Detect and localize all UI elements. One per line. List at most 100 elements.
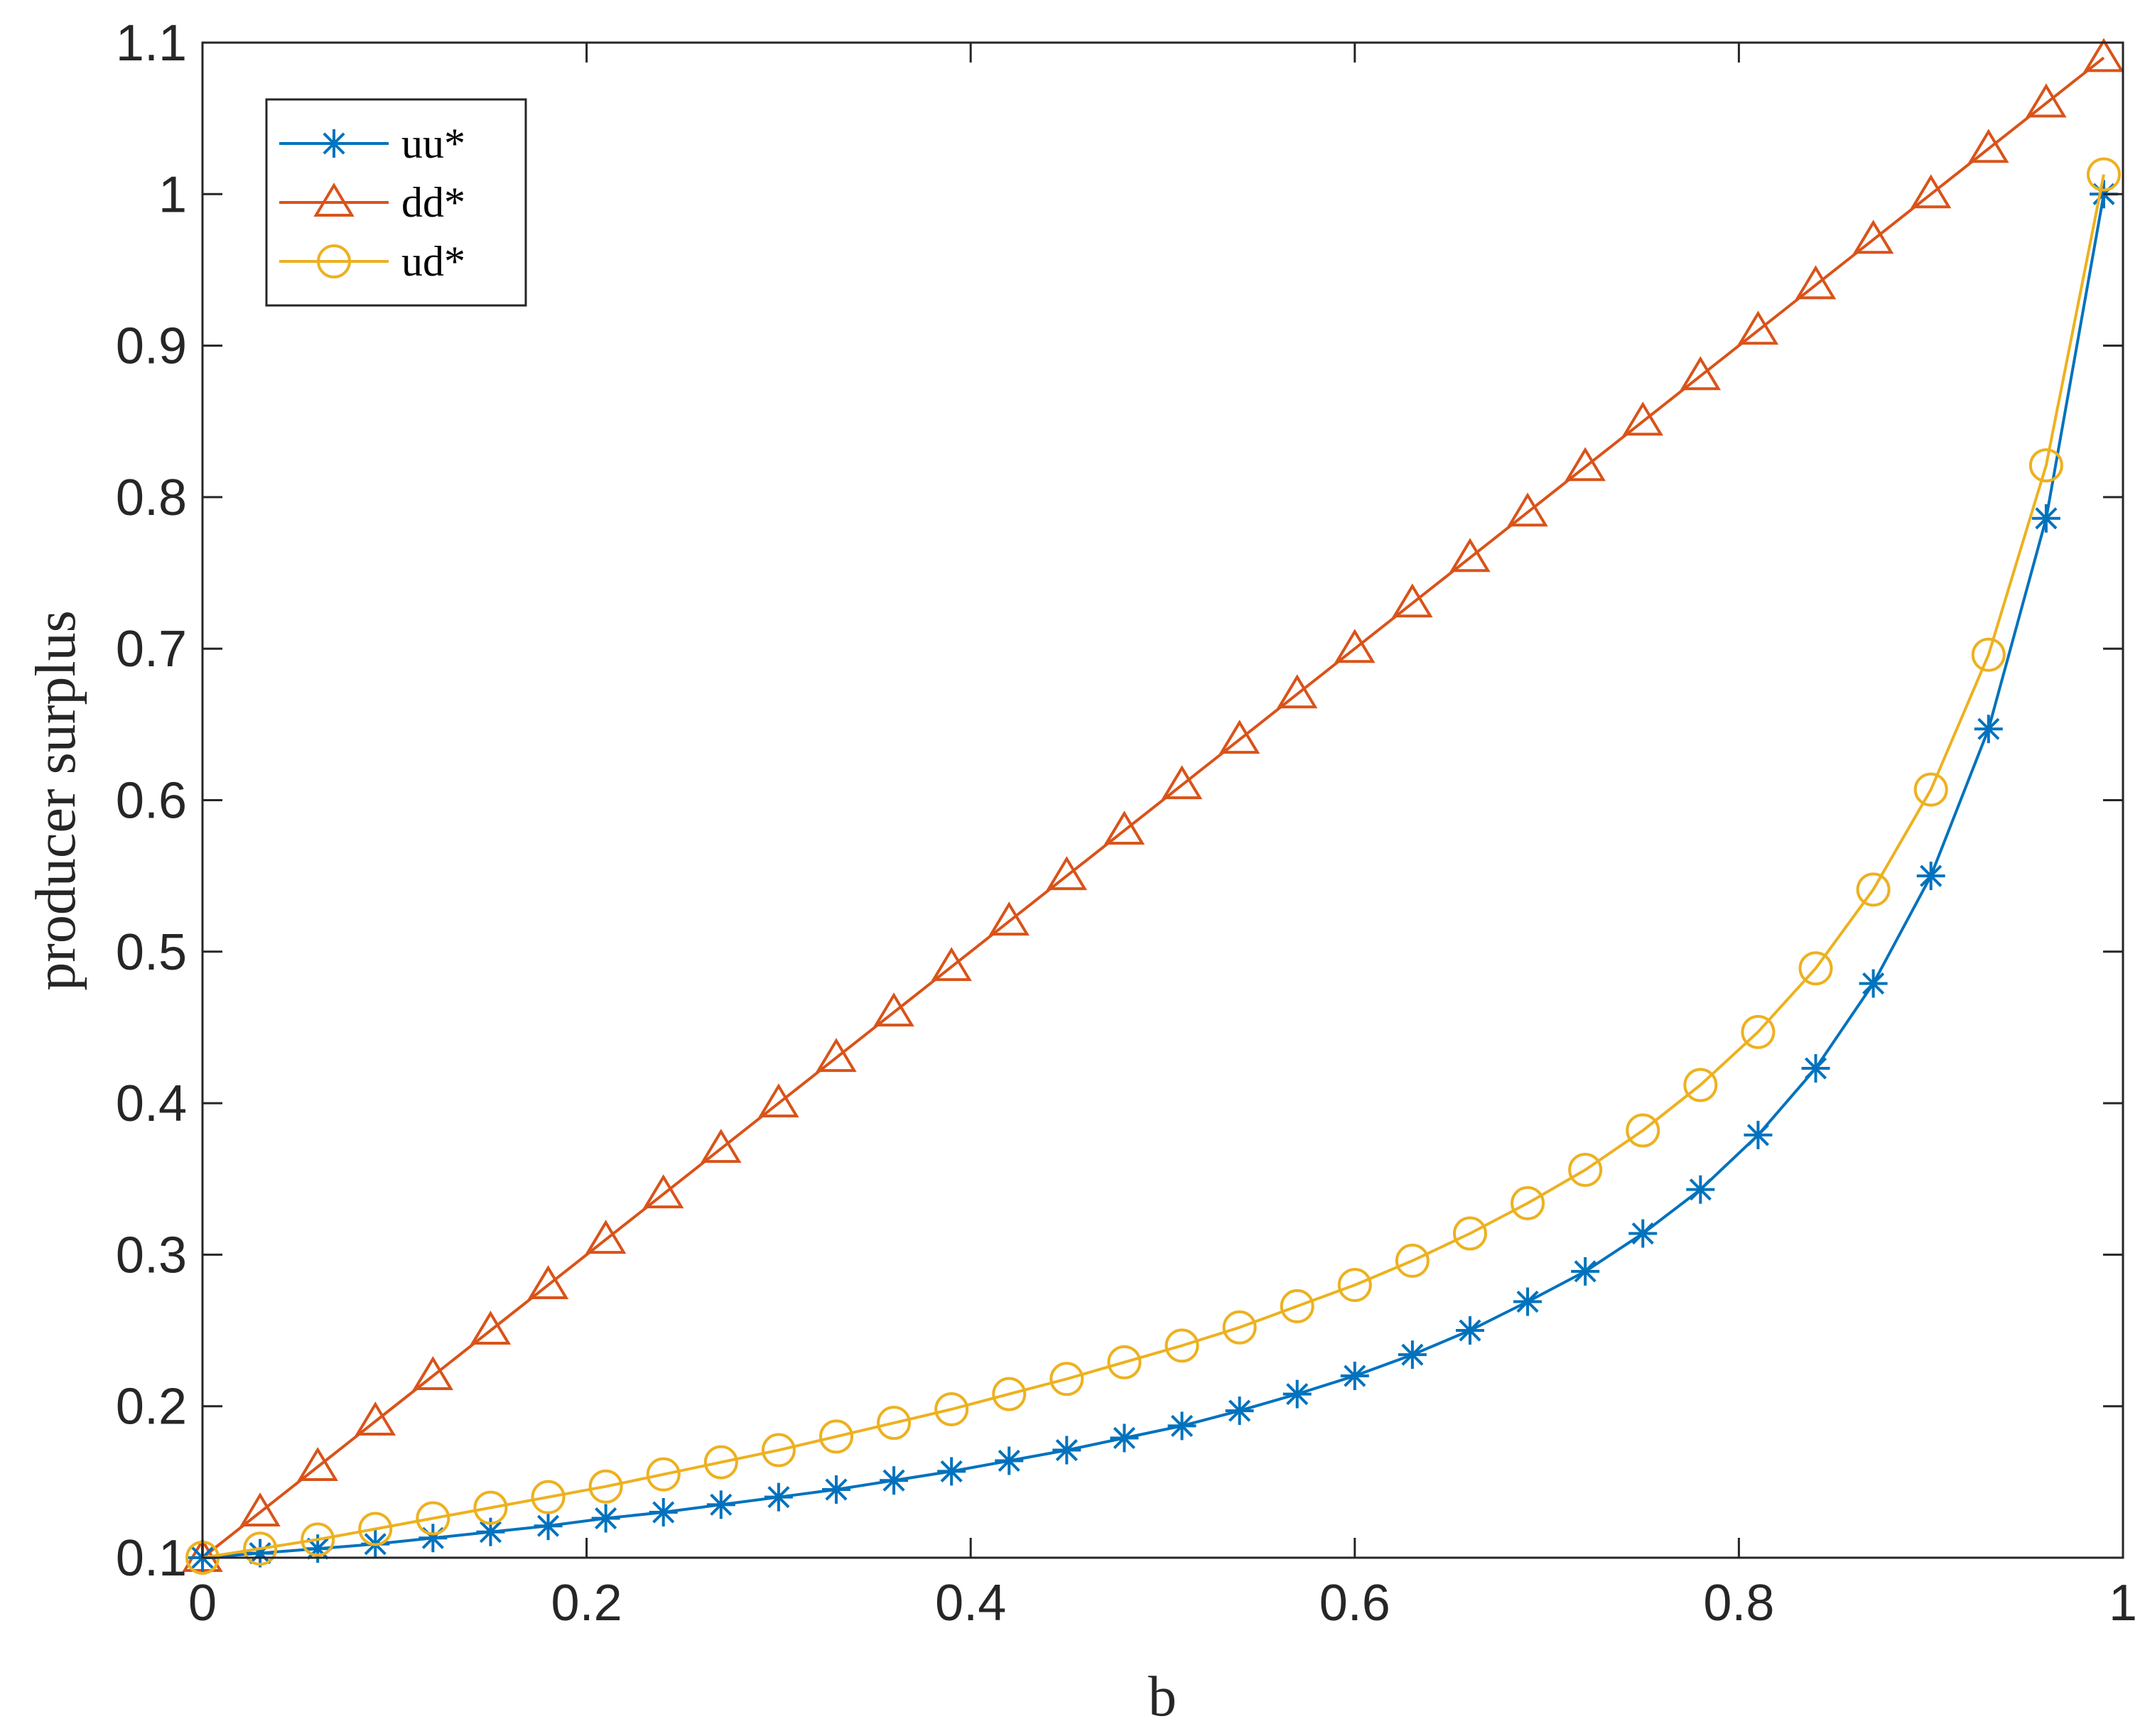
data-point-ud [1452,1216,1487,1251]
data-point-uu [649,1498,678,1527]
legend-swatch-marker [320,129,348,158]
data-point-ud [1971,637,2006,672]
legend-label: uu* [401,120,465,167]
data-point-dd [1046,856,1088,891]
data-point-ud [1913,772,1948,807]
data-point-ud [1337,1268,1372,1303]
data-point-uu [1628,1219,1658,1248]
data-point-uu [1916,862,1945,891]
data-point-uu [764,1482,793,1512]
data-point-dd [412,1356,454,1391]
data-point-ud [1683,1068,1718,1102]
data-point-dd [1276,674,1318,709]
data-point-uu [1801,1054,1830,1083]
x-tick-label: 1 [2109,1575,2137,1632]
data-point-ud [877,1406,912,1441]
data-point-uu [1052,1436,1081,1465]
y-tick-label: 0.2 [116,1379,187,1436]
data-point-uu [880,1466,909,1495]
series-line-dd [201,56,2105,1559]
data-point-uu [1282,1379,1312,1409]
data-point-ud [1107,1345,1142,1379]
data-point-dd [758,1083,799,1118]
data-point-dd [1161,765,1203,800]
data-point-dd [2026,83,2067,118]
data-point-dd [585,1220,627,1254]
data-point-dd [1565,447,1606,482]
data-point-uu [1571,1257,1600,1286]
data-point-dd [1852,219,1894,254]
data-point-dd [988,901,1030,936]
series-ud [185,157,2121,1575]
y-tick-label: 0.8 [116,470,187,526]
legend-item-uu: uu* [279,120,465,167]
data-point-dd [816,1038,857,1073]
data-point-dd [1392,583,1433,618]
data-point-dd [527,1265,569,1300]
y-axis-label: producer surplus [25,610,87,990]
data-point-dd [873,992,914,1027]
data-point-ud [416,1501,450,1536]
data-point-ud [1856,872,1891,907]
data-point-uu [2031,504,2060,533]
data-point-dd [1737,310,1779,345]
data-point-dd [2083,38,2124,72]
data-point-ud [301,1522,335,1557]
data-point-ud [818,1419,853,1454]
data-point-uu [418,1524,448,1553]
data-point-dd [1968,129,2009,163]
legend-item-dd: dd* [279,179,465,226]
legend-label: dd* [401,179,465,226]
x-tick-label: 0.8 [1703,1575,1774,1632]
data-point-dd [297,1447,338,1482]
data-point-ud [2086,157,2121,192]
data-point-dd [1334,629,1376,663]
y-tick-label: 1 [158,166,187,223]
data-point-uu [1398,1340,1427,1369]
data-point-uu [706,1490,735,1519]
data-point-uu [591,1504,620,1533]
series-line-ud [202,174,2105,1559]
x-tick-label: 0.2 [551,1575,622,1632]
data-point-dd [1910,174,1952,209]
data-point-uu [1455,1316,1484,1345]
data-point-uu [1859,969,1888,998]
data-point-ud [1568,1152,1603,1187]
data-point-dd [1622,401,1663,436]
data-point-dd [1507,492,1548,527]
data-point-dd [239,1492,281,1527]
data-point-ud [1798,951,1833,986]
data-point-ud [531,1480,566,1514]
data-point-ud [1165,1328,1199,1363]
series-dd [182,38,2124,1572]
data-point-uu [1513,1287,1542,1316]
data-point-uu [1340,1362,1369,1391]
x-tick-label: 0 [188,1575,217,1632]
data-point-ud [992,1377,1027,1411]
data-point-dd [470,1311,512,1345]
data-point-ud [2028,448,2063,483]
legend-swatch-marker [317,244,351,278]
data-point-dd [1219,720,1260,754]
legend-item-ud: ud* [279,238,465,285]
data-point-dd [1449,538,1491,573]
y-tick-label: 0.9 [116,318,187,375]
data-point-ud [243,1531,278,1566]
data-point-uu [1974,715,2003,744]
data-point-uu [246,1539,275,1568]
data-point-ud [934,1391,969,1426]
legend-swatch-marker [313,183,355,217]
data-point-uu [1744,1120,1773,1149]
data-point-ud [1626,1113,1660,1148]
y-tick-label: 0.4 [116,1075,187,1132]
data-point-uu [1686,1175,1715,1204]
series-line-uu [202,193,2105,1559]
legend-label: ud* [401,238,465,285]
data-point-ud [588,1469,623,1504]
data-point-dd [1103,810,1145,845]
data-point-uu [534,1512,563,1541]
data-point-dd [642,1174,684,1209]
data-point-ud [646,1457,681,1492]
data-point-uu [1167,1411,1196,1441]
data-point-uu [821,1475,850,1504]
